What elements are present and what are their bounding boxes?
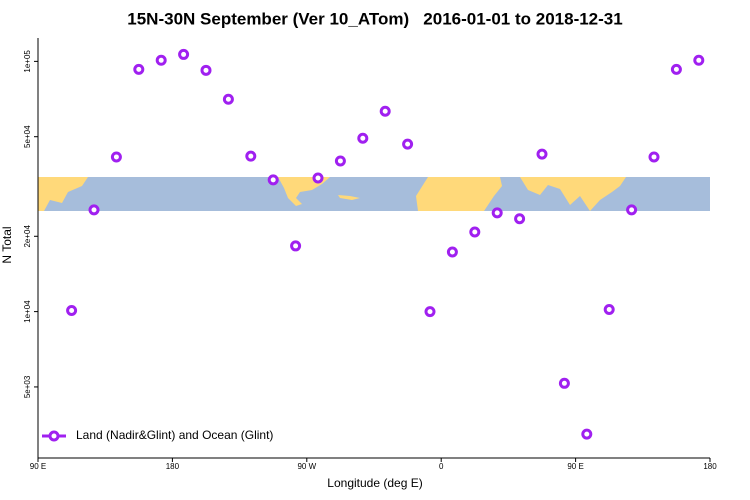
point — [648, 151, 660, 163]
x-tick-label: 90 W — [297, 462, 316, 471]
x-tick-label: 90 E — [30, 462, 46, 471]
point — [402, 138, 414, 150]
y-tick-label: 1e+05 — [23, 50, 32, 73]
point — [178, 48, 190, 60]
x-tick-label: 180 — [166, 462, 180, 471]
point — [670, 63, 682, 75]
legend-marker — [48, 430, 60, 442]
land — [338, 195, 360, 200]
y-axis-label: N Total — [0, 226, 14, 263]
legend-label: Land (Nadir&Glint) and Ocean (Glint) — [76, 428, 273, 442]
land — [38, 177, 88, 211]
point — [603, 303, 615, 315]
point — [581, 428, 593, 440]
y-tick-label: 2e+04 — [23, 224, 32, 247]
point — [88, 204, 100, 216]
point — [110, 151, 122, 163]
point — [200, 64, 212, 76]
x-tick-label: 180 — [703, 462, 717, 471]
point — [626, 204, 638, 216]
point — [334, 155, 346, 167]
y-tick-label: 5e+04 — [23, 125, 32, 148]
point — [245, 150, 257, 162]
point — [469, 226, 481, 238]
point — [514, 213, 526, 225]
point — [290, 240, 302, 252]
land — [278, 177, 330, 206]
point — [267, 174, 279, 186]
point — [424, 306, 436, 318]
point — [446, 246, 458, 258]
point — [133, 63, 145, 75]
point — [536, 148, 548, 160]
land — [416, 177, 502, 211]
x-axis-label: Longitude (deg E) — [327, 476, 422, 490]
point — [222, 93, 234, 105]
point — [558, 377, 570, 389]
point — [155, 54, 167, 66]
x-tick-label: 0 — [439, 462, 444, 471]
point — [357, 132, 369, 144]
y-tick-label: 1e+04 — [23, 300, 32, 323]
point — [693, 54, 705, 66]
map-band — [38, 177, 710, 211]
y-tick-label: 5e+03 — [23, 375, 32, 398]
chart-title: 15N-30N September (Ver 10_ATom) 2016-01-… — [127, 9, 622, 28]
point — [66, 305, 78, 317]
point — [379, 105, 391, 117]
x-tick-label: 90 E — [567, 462, 583, 471]
point — [491, 207, 503, 219]
plot: 90 E 180 90 W 0 90 E 180 5e+03 1e+04 2e+04 5e+04 1… — [23, 48, 717, 471]
land — [510, 177, 626, 211]
point — [312, 172, 324, 184]
